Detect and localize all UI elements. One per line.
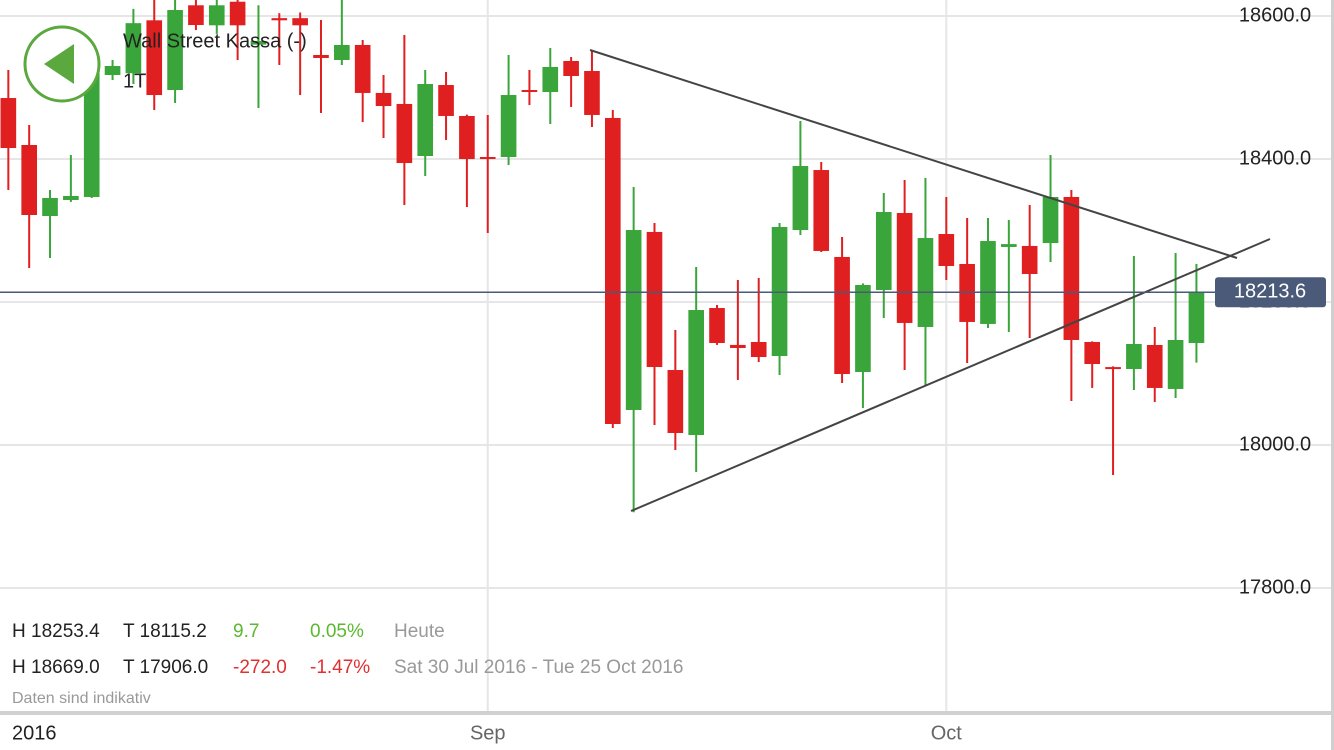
stat-period: T 17906.0 — [123, 657, 208, 678]
candle-body — [625, 230, 642, 410]
candle-body — [1021, 245, 1038, 274]
grid — [0, 0, 1334, 712]
stat-period: Sat 30 Jul 2016 - Tue 25 Oct 2016 — [394, 657, 683, 678]
overlay: 17800.018000.018200.018400.018600.018213… — [0, 4, 1326, 598]
candle-body — [167, 10, 183, 91]
stat-today: H 18253.4 — [12, 621, 100, 642]
candles — [0, 0, 1205, 513]
candle-body — [1063, 196, 1080, 340]
frame-border — [1331, 0, 1334, 750]
candle-body — [1188, 292, 1205, 343]
candle-body — [730, 344, 746, 348]
candle-body — [563, 60, 579, 77]
candle-body — [1146, 344, 1163, 388]
candle-body — [1167, 339, 1184, 389]
candle-body — [250, 41, 267, 45]
candle-body — [500, 95, 517, 158]
candle-body — [125, 23, 142, 74]
candle-body — [42, 197, 58, 217]
candle-body — [438, 85, 454, 116]
candle-body — [146, 20, 163, 96]
candle-body — [855, 285, 871, 373]
candle-body — [188, 5, 204, 26]
trendline — [589, 49, 1238, 259]
candle-body — [396, 103, 413, 164]
candle-body — [521, 90, 538, 93]
candle-body — [709, 308, 725, 343]
last-price-box — [1215, 277, 1326, 308]
axis-border — [0, 711, 1334, 715]
candle-body — [271, 18, 288, 21]
x-tick-label: Sep — [470, 722, 506, 744]
candle-body — [771, 227, 788, 356]
candle-body — [542, 66, 559, 93]
candle-body — [354, 44, 371, 93]
y-tick-label: 17800.0 — [1239, 576, 1311, 598]
back-arrow[interactable] — [44, 44, 74, 84]
candle-body — [792, 166, 809, 231]
candle-body — [0, 98, 17, 149]
candle-body — [688, 310, 704, 436]
candle-body — [417, 84, 434, 157]
stat-period: -272.0 — [233, 657, 287, 678]
stat-period: -1.47% — [310, 657, 370, 678]
candle-body — [896, 212, 913, 323]
candle-body — [1042, 196, 1059, 244]
candle-body — [208, 5, 225, 26]
candle-body — [479, 157, 496, 160]
trendline — [630, 238, 1271, 512]
candle-body — [229, 1, 246, 26]
stat-today: 9.7 — [233, 621, 259, 642]
back-button[interactable] — [23, 25, 101, 103]
candle-body — [938, 234, 955, 266]
candle-body — [83, 67, 100, 197]
candle-body — [980, 241, 996, 324]
candle-body — [667, 370, 684, 434]
candle-body — [813, 170, 830, 251]
candle-body — [21, 145, 37, 216]
trendlines — [589, 49, 1271, 512]
candle-body — [917, 238, 934, 327]
candle-body — [646, 231, 663, 368]
last-price-label: 18213.6 — [1234, 281, 1306, 303]
candle-body — [459, 115, 475, 160]
stat-today: Heute — [394, 621, 445, 642]
y-tick-label: 18600.0 — [1239, 4, 1311, 26]
candle-body — [1126, 343, 1142, 370]
candle-body — [875, 211, 892, 291]
note: Daten sind indikativ — [12, 690, 151, 707]
stat-today: 0.05% — [310, 621, 364, 642]
candle-body — [334, 44, 350, 60]
candle-body — [63, 195, 79, 200]
y-tick-label: 18000.0 — [1239, 433, 1311, 455]
stat-today: T 18115.2 — [123, 621, 207, 642]
candle-body — [375, 92, 392, 107]
x-tick-label: Oct — [931, 722, 963, 744]
candle-body — [1105, 367, 1121, 370]
candle-body — [292, 18, 308, 26]
candle-body — [104, 65, 121, 76]
candle-body — [834, 256, 850, 375]
chart-title: Wall Street Kassa (-) — [123, 30, 307, 52]
candle-body — [1084, 341, 1101, 365]
stat-period: H 18669.0 — [12, 657, 100, 678]
y-tick-label: 18400.0 — [1239, 147, 1311, 169]
interval: 1T — [123, 70, 146, 92]
year-label: 2016 — [12, 722, 57, 744]
candle-body — [604, 117, 621, 424]
candle-body — [750, 341, 767, 358]
candle-body — [584, 70, 600, 115]
candle-body — [313, 54, 329, 58]
candle-body — [1001, 244, 1017, 247]
